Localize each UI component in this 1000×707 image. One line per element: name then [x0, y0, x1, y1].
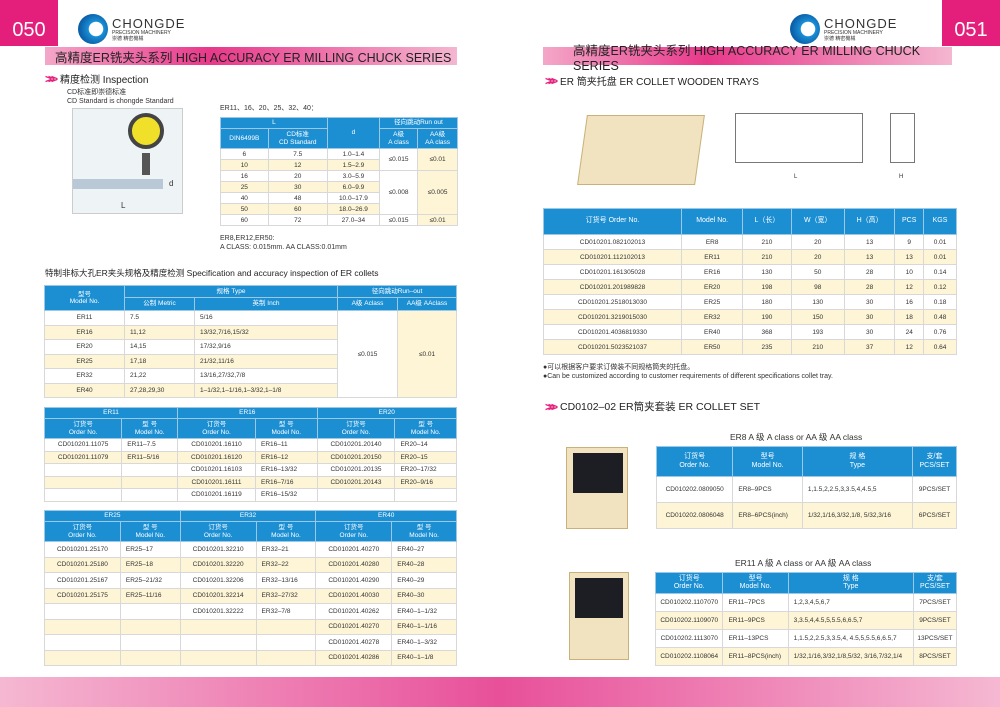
trays-heading: >>> ER 筒夹托盘 ER COLLET WOODEN TRAYS — [545, 73, 759, 89]
er8-collet-set-image — [566, 447, 628, 529]
chevrons-icon: >>> — [545, 399, 558, 414]
dial-indicator-image: d L — [72, 108, 183, 214]
table-row: CD010202.1108064 ER11–8PCS(inch) 1/32,1/16… — [654, 647, 958, 666]
page-number: 051 — [942, 0, 1000, 46]
tray-side-drawing: H — [890, 113, 915, 180]
series-title: 高精度ER铣夹头系列 HIGH ACCURACY ER MILLING CHUC… — [45, 47, 457, 65]
section-inspection-heading: >>> 精度检测 Inspection — [45, 71, 149, 87]
logo-icon — [790, 14, 820, 44]
column-header: 订货号 Order No. — [543, 208, 682, 235]
er11-collet-set-image — [569, 572, 629, 660]
column-header: KGS — [923, 208, 957, 235]
group-header: ER25 — [44, 510, 181, 522]
order-header: 订货号 Order No. — [179, 521, 257, 542]
trays-table: 订货号 Order No. Model No. L（长） W（宽） H（高） PCS KGS… — [543, 208, 957, 355]
column-header: PCS — [894, 208, 925, 235]
model-header: 型号 Model No. — [722, 572, 789, 594]
page-number: 050 — [0, 0, 58, 46]
order-header: 订货号 Order No. — [655, 446, 734, 477]
chevrons-icon: >>> — [45, 71, 58, 86]
brand-logo: CHONGDE PRECISION MACHINERY 崇德 精密機械 — [78, 14, 185, 44]
special-spec-table: 型号 Model No. 规格 Type 径向跳动Run–out 公制 Metric 英… — [44, 285, 457, 398]
er8-caption: ER8 A 级 A class or AA 级 AA class — [730, 432, 863, 442]
trays-note: ●可以根据客户要求订做装不同规格筒夹的托盘。 ●Can be customized… — [543, 364, 833, 381]
table-row: CD010201.32222 ER32–7/8 CD010201.40262 ER40… — [44, 603, 457, 620]
table-row: CD010201.25180 ER25–18 CD010201.32220 ER32–… — [44, 556, 457, 573]
group-header: ER20 — [316, 407, 457, 419]
table-row: CD010201.4036819330 ER40 368 193 30 24 0.76 — [543, 324, 957, 340]
table-row: CD010201.40286 ER40–1–1/8 — [44, 649, 457, 666]
table-caption: ER11、16、20、25、32、40： — [220, 105, 318, 112]
collet-set-heading: >>> CD0102–02 ER筒夹套装 ER COLLET SET — [545, 399, 760, 414]
table-row: CD010201.40270 ER40–1–1/16 — [44, 618, 457, 635]
tray-drawing: L — [735, 113, 863, 180]
footer-band — [0, 677, 1000, 707]
model-header: 型 号 Model No. — [255, 521, 317, 542]
order-header: 订货号 Order No. — [315, 521, 393, 542]
column-header: Model No. — [680, 208, 744, 235]
table-row: CD010202.1107070 ER11–7PCS 1,2,3,4,5,6,7 7P… — [654, 593, 958, 612]
table-row: CD010201.25167 ER25–21/32 CD010201.32206 ER… — [44, 572, 457, 589]
pcs-header: 支/套 PCS/SET — [912, 572, 958, 594]
cd-standard-note: CD标准即崇德标准 CD Standard is chongde Standard — [67, 89, 174, 106]
series-title: 高精度ER铣夹头系列 HIGH ACCURACY ER MILLING CHUC… — [543, 44, 952, 73]
er8-set-table: 订货号 Order No. 型号 Model No. 规 格 Type 支/套 PCS/SET… — [655, 446, 958, 529]
table-row: CD010202.1109070 ER11–9PCS 3,3.5,4,4.5,5,5… — [654, 611, 958, 630]
chevrons-icon: >>> — [545, 73, 558, 88]
column-header: L（长） — [742, 208, 792, 235]
type-header: 规 格 Type — [787, 572, 914, 594]
model-header: 型 号 Model No. — [119, 521, 181, 542]
order-table-er25-32-40: ER25 ER32 ER40 订货号 Order No. 型 号 Model No. 订货号 O… — [44, 510, 457, 666]
order-header: 订货号 Order No. — [44, 521, 121, 542]
order-header: 订货号 Order No. — [43, 418, 123, 439]
table-row: CD010201.3219015030 ER32 190 150 30 18 0.48 — [543, 309, 957, 325]
er11-set-table: 订货号 Order No. 型号 Model No. 规 格 Type 支/套 PCS/SET… — [654, 572, 958, 666]
model-header: 型 号 Model No. — [121, 418, 179, 439]
special-heading: 特制非标大孔ER夹头规格及精度检测 Specification and accu… — [45, 268, 379, 278]
table-row: CD010201.11079 ER11–5/16 CD010201.16120 ER1… — [43, 450, 457, 464]
table-row: CD010201.11075 ER11–7.5 CD010201.16110 ER16… — [43, 438, 457, 452]
table-row: CD010201.112102013 ER11 210 20 13 13 0.01 — [543, 249, 957, 265]
logo-icon — [78, 14, 108, 44]
order-table-er11-16-20: ER11 ER16 ER20 订货号 Order No. 型 号 Model No. 订货号 O… — [43, 407, 457, 502]
table-row: CD010201.40278 ER40–1–3/32 — [44, 634, 457, 651]
table-row: CD010201.082102013 ER8 210 20 13 9 0.01 — [543, 234, 957, 250]
model-header: 型 号 Model No. — [394, 418, 457, 439]
group-header: ER16 — [177, 407, 318, 419]
table-row: CD010202.0809050 ER8–9PCS 1,1.5,2,2.5,3,3.… — [655, 476, 958, 503]
group-header: ER40 — [315, 510, 457, 522]
table-row: CD010201.16119 ER16–15/32 — [43, 488, 457, 502]
wooden-tray-image — [577, 115, 705, 185]
table-row: CD010202.1113070 ER11–13PCS 1,1.5,2,2.5,3,… — [654, 629, 958, 648]
column-header: W（宽） — [790, 208, 845, 235]
column-header: H（高） — [843, 208, 896, 235]
model-header: 型 号 Model No. — [255, 418, 318, 439]
table-row: CD010201.161305028 ER16 130 50 28 10 0.14 — [543, 264, 957, 280]
table-row: CD010201.25175 ER25–11/16 CD010201.32214 ER… — [44, 587, 457, 604]
group-header: ER11 — [43, 407, 179, 419]
pcs-header: 支/套 PCS/SET — [911, 446, 958, 477]
table-row: CD010201.201989828 ER20 198 98 28 12 0.12 — [543, 279, 957, 295]
group-header: ER32 — [179, 510, 317, 522]
table-row: CD010201.25170 ER25–17 CD010201.32210 ER32–… — [44, 541, 457, 558]
brand-logo: CHONGDE PRECISION MACHINERY 崇德 精密機械 — [790, 14, 897, 44]
order-header: 订货号 Order No. — [316, 418, 396, 439]
model-header: 型 号 Model No. — [391, 521, 457, 542]
class-note: ER8,ER12,ER50: A CLASS: 0.015mm. AA CLASS… — [220, 235, 347, 252]
table-row: CD010202.0806048 ER8–6PCS(inch) 1/32,1/16,… — [655, 502, 958, 529]
table-row: CD010201.5023521037 ER50 235 210 37 12 0.64 — [543, 339, 957, 355]
er11-caption: ER11 A 級 A class or AA 級 AA class — [735, 558, 872, 568]
table-row: CD010201.16111 ER16–7/16 CD010201.20143 ER2… — [43, 475, 457, 489]
type-header: 规 格 Type — [801, 446, 913, 477]
order-header: 订货号 Order No. — [177, 418, 257, 439]
table-row: CD010201.16103 ER16–13/32 CD010201.20135 ER… — [43, 463, 457, 477]
order-header: 订货号 Order No. — [654, 572, 724, 594]
model-header: 型号 Model No. — [732, 446, 803, 477]
table-row: CD010201.2518013030 ER25 180 130 30 16 0.18 — [543, 294, 957, 310]
